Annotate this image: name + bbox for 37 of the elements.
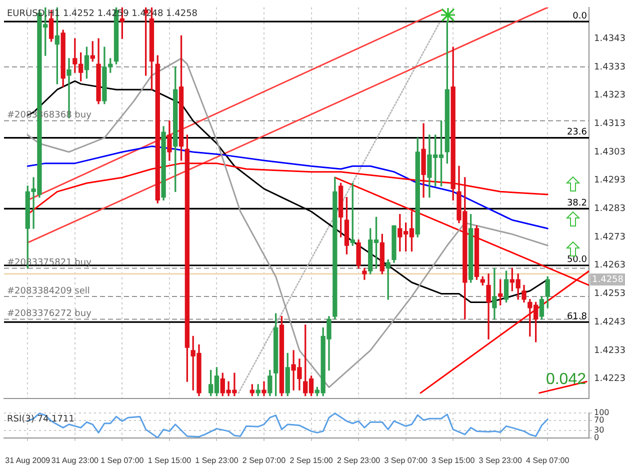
y-tick-label: 1.4313	[594, 118, 625, 129]
x-tick-label: 1 Sep 07:00	[100, 456, 144, 466]
y-tick-label: 1.4273	[594, 232, 625, 242]
y-tick-label: 1.4303	[594, 147, 625, 158]
y-tick-label: 30	[594, 426, 604, 435]
ref-line-label: #2083384209 sell	[7, 286, 90, 296]
annotation: 1.4258	[592, 274, 624, 285]
x-tick-label: 3 Sep 23:00	[478, 456, 522, 466]
x-tick-label: 3 Sep 07:00	[384, 456, 428, 466]
annotation: 38.2	[566, 198, 587, 209]
ref-line-label: #2083376272 buy	[7, 309, 92, 320]
annotation: 0.0	[572, 11, 588, 22]
x-tick-label: 4 Sep 07:00	[526, 456, 570, 466]
y-tick-label: 70	[594, 415, 604, 424]
y-tick-label: 1.4263	[594, 260, 625, 271]
y-tick-label: 100	[594, 408, 610, 417]
x-tick-label: 2 Sep 07:00	[242, 456, 286, 466]
x-tick-label: 2 Sep 15:00	[290, 456, 334, 466]
y-tick-label: 1.4343	[594, 34, 625, 44]
x-tick-label: 3 Sep 15:00	[432, 456, 476, 466]
y-tick-label: 1.4243	[594, 317, 625, 328]
annotation: 0.042	[546, 371, 586, 388]
y-tick-label: 1.4323	[594, 90, 625, 101]
y-tick-label: 1.4293	[594, 176, 625, 186]
y-tick-label: 1.4253	[594, 289, 625, 300]
y-tick-label: 1.4233	[594, 346, 625, 356]
x-tick-label: 1 Sep 15:00	[148, 456, 192, 466]
annotation: 61.8	[566, 312, 588, 322]
x-tick-label: 1 Sep 23:00	[195, 456, 239, 466]
y-tick-label: 1.4333	[594, 62, 625, 72]
x-tick-label: 31 Aug 2009	[5, 456, 51, 466]
y-tick-label: 1.4283	[594, 204, 625, 214]
x-tick-label: 2 Sep 23:00	[336, 456, 381, 466]
y-tick-label: 0	[594, 433, 600, 442]
y-tick-label: 1.4223	[594, 374, 625, 384]
x-tick-label: 31 Aug 23:00	[51, 456, 100, 466]
annotation: 23.6	[566, 128, 588, 138]
